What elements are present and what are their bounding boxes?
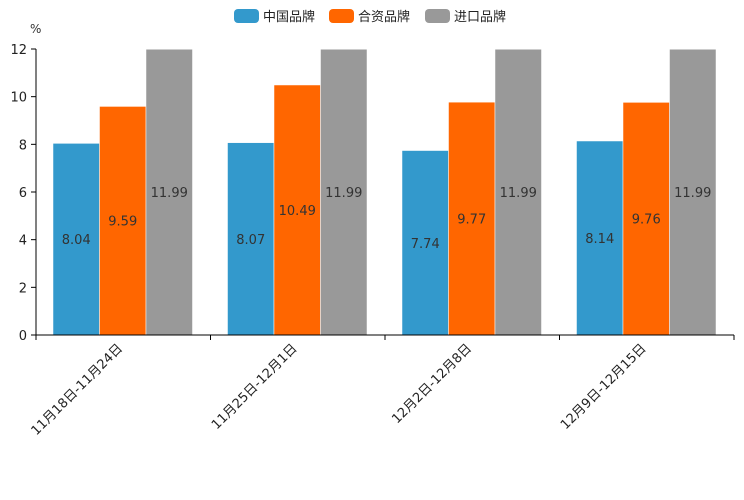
bar [448, 101, 496, 336]
legend-label: 进口品牌 [454, 9, 506, 25]
y-tick-label: 10 [10, 91, 27, 106]
data-label: 10.49 [279, 204, 316, 219]
data-label: 9.77 [457, 213, 486, 228]
legend-swatch [425, 9, 450, 23]
y-axis-label: % [30, 22, 41, 36]
y-tick-label: 0 [19, 329, 27, 344]
data-label: 9.76 [632, 213, 661, 228]
data-label: 11.99 [151, 186, 188, 201]
data-label: 8.14 [585, 232, 614, 247]
data-label: 11.99 [674, 186, 711, 201]
data-label: 9.59 [108, 215, 137, 230]
data-label: 7.74 [411, 237, 440, 252]
bar [401, 150, 449, 336]
bars: 8.04 9.59 11.99 8.07 10.49 11.99 7.74 9.77 11.99… [52, 48, 717, 336]
x-axis: 11月18日-11月24日 11月25日-12月1日 12月2日-12月8日 12月9… [29, 334, 735, 439]
x-tick-label: 11月18日-11月24日 [29, 341, 126, 438]
bar [669, 48, 717, 336]
legend-label: 合资品牌 [358, 9, 410, 25]
x-tick-label: 12月9日-12月15日 [558, 341, 650, 433]
x-tick-label: 11月25日-12月1日 [209, 341, 301, 433]
y-tick-label: 2 [19, 281, 27, 296]
data-label: 8.07 [236, 233, 265, 248]
y-tick-label: 12 [10, 43, 27, 58]
legend-swatch [234, 9, 259, 23]
y-tick-label: 8 [19, 138, 27, 153]
bar [145, 48, 193, 336]
data-label: 11.99 [500, 186, 537, 201]
bar [622, 102, 670, 336]
bar [99, 106, 147, 336]
legend-label: 中国品牌 [263, 9, 315, 25]
data-label: 8.04 [62, 233, 91, 248]
data-label: 11.99 [325, 186, 362, 201]
y-tick-label: 4 [19, 234, 27, 249]
legend-swatch [329, 9, 354, 23]
bar [52, 143, 100, 336]
y-tick-label: 6 [19, 186, 27, 201]
y-axis: 0 2 4 6 8 10 12 [10, 43, 37, 344]
bar [320, 48, 368, 336]
x-tick-label: 12月2日-12月8日 [389, 341, 475, 427]
legend: 中国品牌 合资品牌 进口品牌 [234, 9, 506, 25]
